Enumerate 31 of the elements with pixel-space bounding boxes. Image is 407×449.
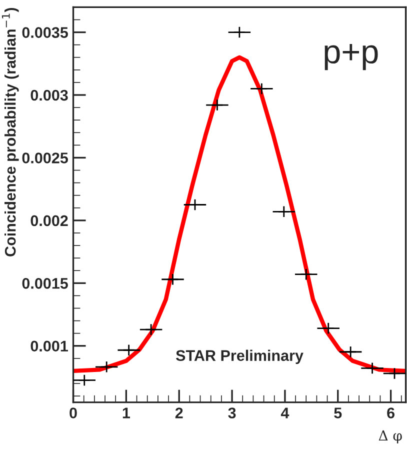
y-tick-label: 0.002 [30, 215, 68, 226]
point [233, 26, 246, 38]
point [100, 360, 113, 374]
y-tick-label: 0.001 [30, 340, 68, 352]
y-tick-label: 0.003 [30, 90, 68, 101]
y-tick-label: 0.0025 [22, 152, 68, 164]
x-tick-label: 5 [334, 408, 342, 418]
y-axis-title: Coincidence probability (radian$^{−1}$) [2, 8, 19, 256]
x-axis-title: Δ φ [378, 430, 402, 444]
y-tick-label: 0.0035 [22, 27, 68, 38]
point [388, 367, 401, 380]
x-tick-label: 3 [228, 408, 236, 418]
point [366, 362, 378, 374]
x-tick-label: 4 [280, 408, 290, 418]
point [211, 98, 224, 112]
x-tick-label: 2 [175, 408, 183, 418]
point [166, 273, 179, 286]
point [144, 323, 158, 336]
annotation: p+p [324, 44, 378, 70]
point [344, 346, 357, 358]
point [122, 344, 135, 356]
y-tick-label: 0.0015 [22, 278, 68, 289]
point [78, 374, 90, 386]
x-tick-label: 0 [70, 408, 77, 418]
point [300, 268, 312, 280]
point [322, 322, 334, 334]
x-tick-label: 1 [122, 408, 130, 418]
x-tick-label: 6 [387, 408, 394, 418]
point [256, 82, 268, 95]
point [278, 206, 290, 218]
annotation: STAR Preliminary [176, 350, 304, 364]
